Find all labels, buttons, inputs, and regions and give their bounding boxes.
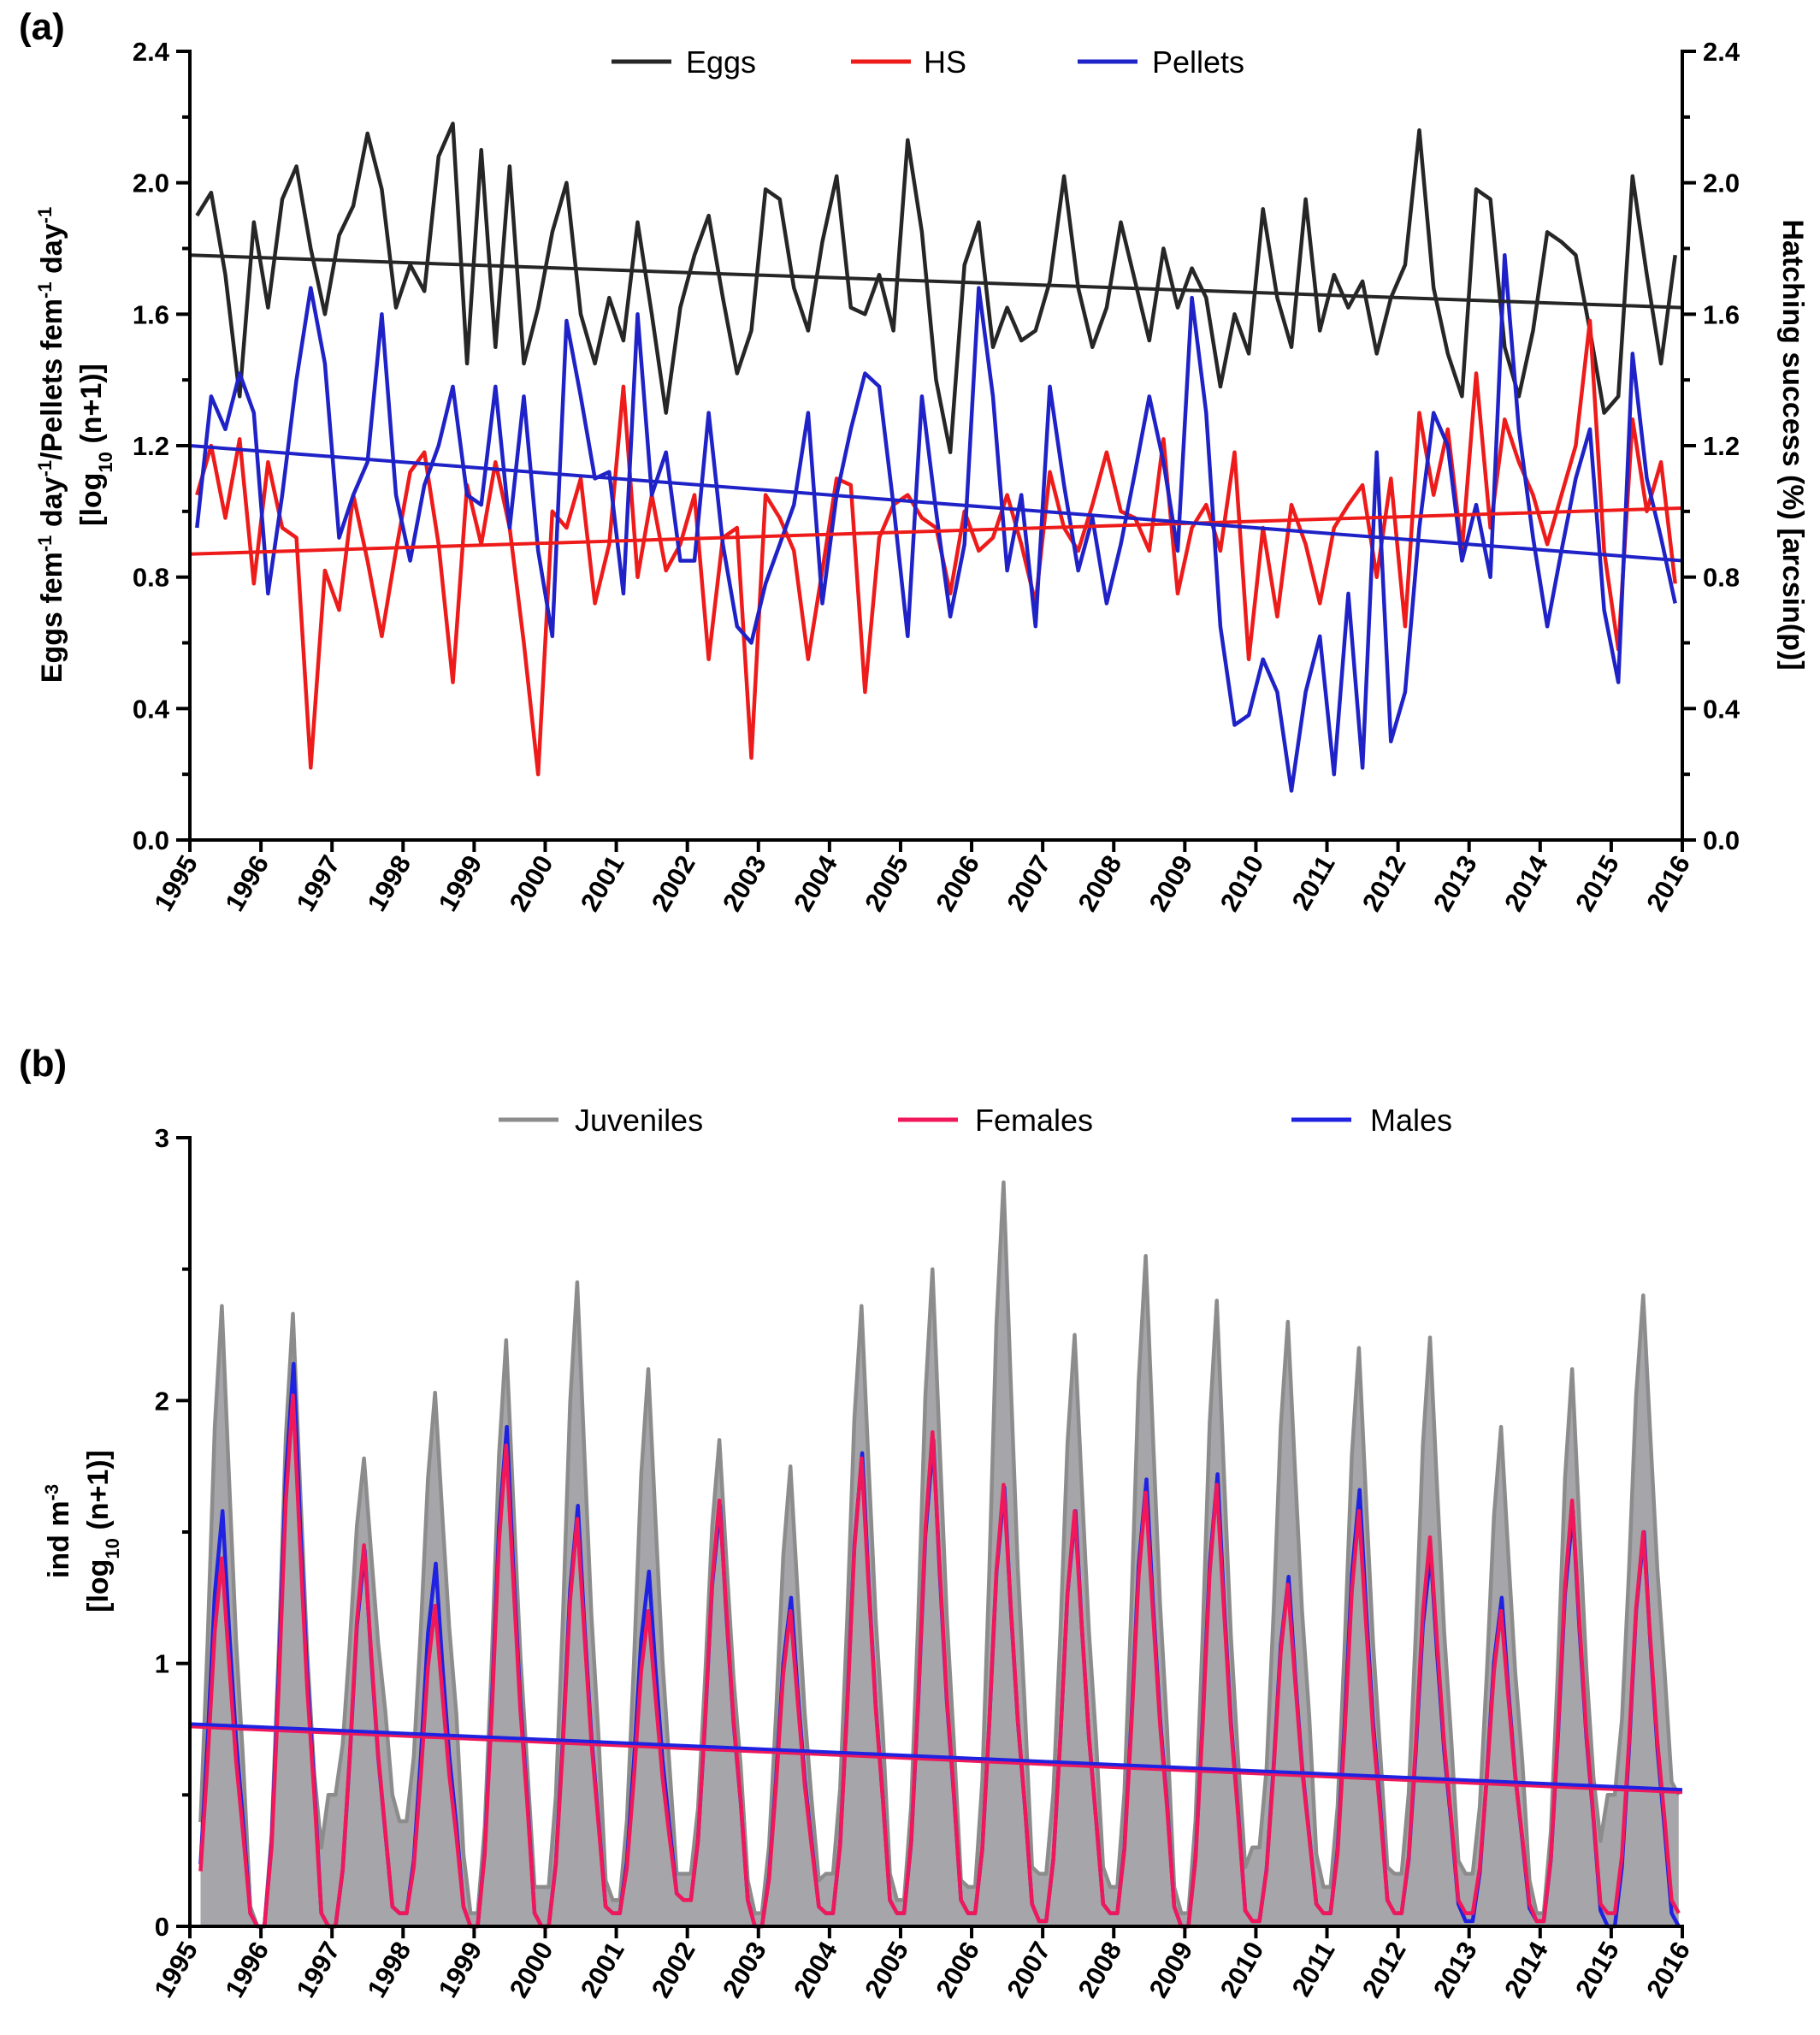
- legend-label-females: Females: [975, 1103, 1093, 1138]
- trend-line: [189, 253, 1683, 310]
- y-tick-label: 0.8: [133, 563, 169, 593]
- panel-a-legend: Eggs HS Pellets: [612, 44, 1244, 80]
- y-right-tick-label: 2.0: [1703, 169, 1740, 198]
- legend-label-hs: HS: [924, 44, 966, 80]
- y-right-tick-label: 2.4: [1703, 37, 1740, 67]
- y-right-tick-label: 1.6: [1703, 299, 1740, 329]
- panel-a-letter: (a): [19, 6, 65, 48]
- trend-line: [189, 1722, 1683, 1792]
- y-tick-label: 0: [155, 1912, 169, 1942]
- panel-a-left-axis-title-line2: [log10 (n+1)]: [75, 364, 116, 526]
- panel-b-legend: Juveniles Females Males: [499, 1103, 1452, 1138]
- series-line-hs: [195, 318, 1677, 777]
- panel-b-left-axis-title-line2: [log10 (n+1)]: [82, 1450, 123, 1612]
- y-tick-label: 2.0: [133, 169, 169, 198]
- series-line-females: [198, 1393, 1681, 1929]
- y-tick-label: 3: [155, 1123, 169, 1153]
- panel-b-letter: (b): [19, 1043, 67, 1085]
- series-line-juveniles: [198, 1180, 1681, 1929]
- y-right-tick-label: 1.2: [1703, 431, 1740, 461]
- trend-line: [189, 1724, 1683, 1795]
- trend-line: [189, 506, 1683, 556]
- panel-a-left-axis-title-line1: Eggs fem-1 day-1/Pellets fem-1 day-1: [34, 207, 69, 683]
- trend-line: [189, 444, 1683, 563]
- panel-b-left-axis-title-line1: ind m-3: [41, 1484, 76, 1578]
- panel-a-left-ticks: 0.0 0.4 0.8 1.2 1.6 2.0 2.4: [133, 37, 190, 855]
- y-tick-label: 1: [155, 1649, 169, 1679]
- y-tick-label: 0.4: [133, 694, 170, 724]
- legend-label-pellets: Pellets: [1152, 44, 1244, 80]
- y-tick-label: 0.0: [133, 825, 169, 855]
- panel-b-plot-area: [189, 1180, 1683, 1929]
- y-right-tick-label: 0.8: [1703, 563, 1740, 593]
- series-line-eggs: [195, 121, 1677, 454]
- legend-label-juveniles: Juveniles: [575, 1103, 703, 1138]
- y-right-tick-label: 0.4: [1703, 694, 1740, 724]
- legend-label-eggs: Eggs: [686, 44, 756, 80]
- y-tick-label: 2.4: [133, 37, 170, 67]
- y-tick-label: 2: [155, 1386, 169, 1416]
- panel-a-plot-area: [189, 121, 1683, 793]
- y-right-tick-label: 0.0: [1703, 825, 1740, 855]
- y-tick-label: 1.6: [133, 299, 169, 329]
- panel-a-left-axis-title: Eggs fem-1 day-1/Pellets fem-1 day-1 [lo…: [34, 207, 116, 683]
- panel-b-left-axis-title: ind m-3 [log10 (n+1)]: [41, 1450, 123, 1612]
- y-tick-label: 1.2: [133, 431, 169, 461]
- panel-a: (a) 0.0 0.4 0.8 1.2 1.6 2.0 2.4 0.0 0.4 0.8 1.2 1.…: [19, 6, 1809, 916]
- legend-label-males: Males: [1370, 1103, 1452, 1138]
- series-line-pellets: [195, 252, 1677, 793]
- panel-a-right-axis-title: Hatching success (%) [arcsin(p)]: [1776, 219, 1809, 670]
- panel-a-right-ticks: 0.0 0.4 0.8 1.2 1.6 2.0 2.4: [1682, 37, 1740, 855]
- panel-b-left-ticks: 0 1 2 3: [155, 1123, 190, 1942]
- panel-a-right-axis-title-text: Hatching success (%) [arcsin(p)]: [1776, 219, 1809, 670]
